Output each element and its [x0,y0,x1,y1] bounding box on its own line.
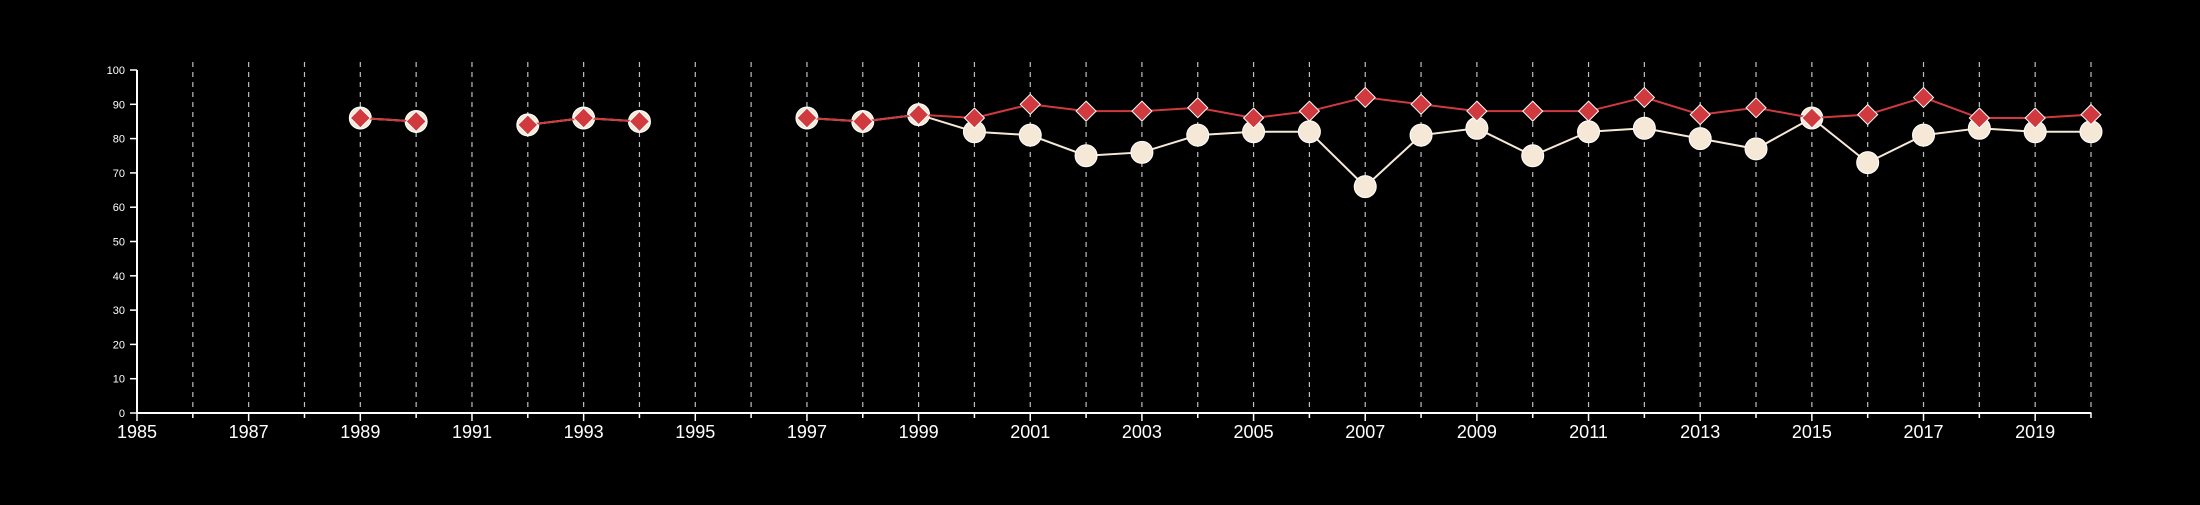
series-1-point-1999 [907,103,930,126]
series [348,86,2103,199]
series-1-point-2006 [1298,100,1321,122]
x-tick-label-2013: 2013 [1680,422,1720,442]
series-1-point-2007 [1354,86,1376,109]
series-0-point-2014 [1744,137,1768,161]
y-tick-label-20: 20 [113,339,125,351]
series-1-point-1989 [349,107,372,129]
series-0-point-2016 [1856,151,1880,175]
series-1-point-2003 [1131,100,1153,122]
series-1-line-2 [806,96,2092,123]
series-0-point-2017 [1912,123,1936,147]
series-1-point-1990 [405,110,427,133]
series-0-point-2010 [1521,144,1545,168]
series-1 [349,86,2102,136]
y-tick-label-70: 70 [113,168,125,180]
y-tick-label-0: 0 [119,408,125,420]
y-tick-label-40: 40 [113,271,125,283]
series-0-point-2011 [1577,120,1601,144]
x-tick-label-2009: 2009 [1457,422,1497,442]
x-tick-label-1991: 1991 [452,422,492,442]
x-tick-label-1987: 1987 [229,422,269,442]
series-0-point-2008 [1409,123,1433,147]
series-1-point-2009 [1466,100,1488,122]
y-tick-label-30: 30 [113,305,125,317]
x-tick-label-1993: 1993 [564,422,604,442]
x-tick-label-2011: 2011 [1569,422,1608,442]
series-1-point-2013 [1689,103,1711,126]
x-tick-label-1995: 1995 [675,422,715,442]
x-tick-label-2005: 2005 [1234,422,1274,442]
x-tick-label-2001: 2001 [1010,422,1050,442]
y-tick-label-60: 60 [113,202,125,214]
series-1-point-2011 [1577,100,1600,122]
y-tick-label-50: 50 [113,237,125,249]
series-0-line-2 [806,113,2091,189]
series-1-point-2018 [1968,107,1991,129]
x-tick-label-1989: 1989 [340,422,380,442]
series-0-point-2012 [1632,116,1656,140]
series-0-point-2013 [1688,127,1712,151]
series-0-point-2007 [1353,175,1377,199]
x-tick-label-2017: 2017 [1903,422,1943,442]
series-1-point-2019 [2024,107,2046,129]
series-0-point-2002 [1074,144,1098,168]
series-1-point-2005 [1242,107,1265,129]
series-0-point-2006 [1297,120,1321,144]
series-1-point-2014 [1745,97,1767,119]
series-1-point-2010 [1522,100,1544,122]
series-1-point-2017 [1912,86,1935,109]
y-tick-label-80: 80 [113,134,125,146]
series-0-point-2001 [1018,123,1042,147]
x-tick-label-1985: 1985 [117,422,157,442]
series-1-point-2000 [963,107,986,129]
x-tick-label-2007: 2007 [1345,422,1385,442]
axes: 0 10 20 30 40 50 60 70 80 90 100 1985 1987 1989 1991 19… [107,65,2092,442]
x-tick-label-1997: 1997 [787,422,827,442]
y-tick-label-10: 10 [113,374,125,386]
series-0 [348,103,2103,199]
series-1-point-2016 [1856,103,1879,126]
series-0-point-2004 [1186,123,1210,147]
series-1-point-2002 [1075,100,1097,122]
series-1-point-1994 [628,110,651,133]
series-1-point-1993 [572,107,595,129]
series-1-point-2020 [2080,103,2102,126]
series-1-point-1997 [796,107,818,129]
gridlines [192,62,2092,413]
series-1-point-1998 [852,110,874,133]
x-tick-label-2003: 2003 [1122,422,1162,442]
series-1-point-2001 [1019,93,1041,116]
series-1-point-2008 [1410,93,1432,116]
x-tick-label-2019: 2019 [2015,422,2055,442]
series-1-point-2015 [1801,107,1823,129]
series-1-point-2012 [1633,86,1656,109]
x-tick-label-1999: 1999 [899,422,939,442]
y-tick-label-90: 90 [113,99,125,111]
series-1-point-1992 [517,114,539,136]
series-0-point-2003 [1130,140,1154,164]
y-tick-label-100: 100 [107,65,125,77]
x-tick-label-2015: 2015 [1792,422,1832,442]
series-1-point-2004 [1187,97,1209,119]
